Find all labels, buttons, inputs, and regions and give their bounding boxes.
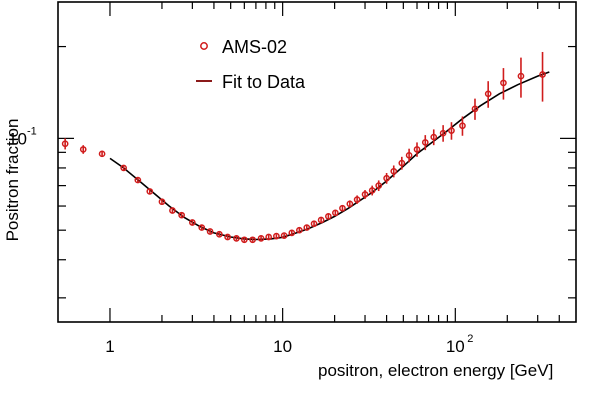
data-point [430, 133, 438, 141]
data-point [448, 127, 455, 135]
data-point [332, 209, 339, 217]
data-point [439, 129, 447, 137]
data-point [61, 140, 69, 148]
data-point [198, 224, 206, 231]
legend-ams02-marker [200, 42, 208, 50]
x-tick-label: 1 [105, 337, 114, 356]
data-point [79, 146, 87, 153]
x-tick-label: 10 [446, 337, 465, 356]
data-point [265, 233, 273, 241]
legend-fit-label: Fit to Data [222, 72, 306, 92]
x-tick-labels: 1 10 10 2 [105, 333, 473, 356]
data-point [280, 232, 288, 239]
data-point [325, 213, 332, 220]
data-point [310, 220, 318, 228]
data-point [288, 229, 296, 237]
data-point [390, 167, 398, 175]
data-point [189, 219, 196, 226]
data-point [375, 182, 383, 189]
data-point [273, 232, 280, 240]
data-point [398, 159, 406, 167]
legend-ams02-label: AMS-02 [222, 37, 287, 57]
data-point [240, 236, 248, 244]
plot-frame [57, 1, 577, 323]
y-tick-label: 10 [8, 129, 27, 148]
data-point [120, 164, 127, 172]
y-tick-labels: 10 -1 [8, 125, 37, 148]
data-point [169, 207, 176, 214]
data-point [459, 122, 466, 130]
data-point [317, 216, 325, 224]
data-point [98, 150, 106, 158]
data-point [233, 235, 240, 242]
data-point [353, 196, 361, 203]
x-tick-label-exponent: 2 [467, 333, 473, 345]
data-point [471, 105, 479, 113]
data-point [413, 146, 421, 153]
data-point [224, 233, 231, 241]
data-point [517, 72, 525, 80]
data-point [383, 174, 390, 182]
legend: AMS-02 Fit to Data [196, 37, 306, 92]
data-points-group [61, 51, 546, 244]
data-point [257, 235, 265, 242]
data-point [206, 228, 214, 235]
data-point [146, 188, 154, 195]
data-point [421, 139, 429, 146]
data-point [405, 151, 413, 159]
data-point [158, 198, 166, 206]
data-point [178, 211, 185, 219]
data-point [216, 230, 223, 238]
axis-ticks [58, 2, 576, 322]
data-point [296, 226, 303, 234]
data-point [303, 224, 311, 231]
data-point [361, 191, 369, 198]
data-point [249, 236, 256, 244]
data-point [539, 71, 546, 78]
y-tick-label-exponent: -1 [27, 125, 37, 137]
data-point [484, 90, 492, 98]
x-axis-title: positron, electron energy [GeV] [318, 361, 553, 380]
data-point [346, 200, 354, 208]
data-point [339, 204, 346, 212]
data-point [500, 79, 507, 87]
y-axis-title: Positron fraction [3, 119, 22, 242]
x-tick-label: 10 [273, 337, 292, 356]
data-point [368, 187, 376, 194]
data-point [134, 176, 142, 184]
